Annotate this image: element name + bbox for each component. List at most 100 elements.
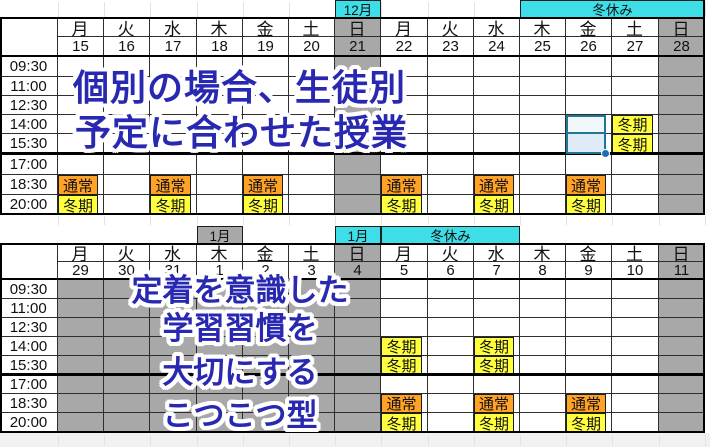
schedule-cell[interactable] [58,57,104,77]
schedule-cell[interactable] [520,154,566,175]
day-header-cell[interactable]: 木 [197,18,243,39]
schedule-cell[interactable] [659,394,705,413]
schedule-cell[interactable] [58,299,104,318]
schedule-cell[interactable] [243,299,289,318]
time-label-cell[interactable]: 12:30 [0,318,58,337]
schedule-cell[interactable] [428,394,474,413]
schedule-cell[interactable] [335,154,381,175]
day-header-cell[interactable]: 月 [58,244,104,264]
schedule-cell[interactable] [197,115,243,134]
schedule-cell[interactable] [381,77,428,96]
schedule-cell[interactable] [659,375,705,394]
schedule-cell[interactable] [381,375,428,394]
lesson-winter-cell[interactable]: 冬期 [58,195,98,215]
day-header-cell[interactable]: 月 [381,244,428,264]
schedule-cell[interactable] [612,154,659,175]
schedule-cell[interactable] [58,394,104,413]
lesson-normal-cell[interactable]: 通常 [243,175,283,195]
schedule-cell[interactable] [104,154,150,175]
schedule-cell[interactable] [659,134,705,154]
schedule-cell[interactable] [428,175,474,195]
time-label-cell[interactable]: 09:30 [0,57,58,77]
schedule-cell[interactable] [566,154,612,175]
day-header-cell[interactable]: 水 [150,18,197,39]
schedule-cell[interactable] [428,318,474,337]
schedule-cell[interactable] [150,318,197,337]
schedule-cell[interactable] [289,280,335,299]
schedule-cell[interactable] [104,175,150,195]
schedule-cell[interactable] [243,318,289,337]
day-header-cell[interactable]: 日 [659,244,705,264]
schedule-cell[interactable] [289,115,335,134]
time-label-cell[interactable]: 11:00 [0,299,58,318]
time-label-cell[interactable]: 15:30 [0,356,58,375]
day-header-cell[interactable]: 土 [289,244,335,264]
schedule-cell[interactable] [150,280,197,299]
day-header-cell[interactable]: 火 [104,244,150,264]
schedule-cell[interactable] [289,77,335,96]
schedule-cell[interactable] [520,299,566,318]
day-header-cell[interactable]: 金 [566,18,612,39]
schedule-cell[interactable] [566,96,612,115]
lesson-winter-cell[interactable]: 冬期 [566,195,606,215]
time-label-cell[interactable]: 14:00 [0,115,58,134]
schedule-cell[interactable] [474,299,520,318]
schedule-cell[interactable] [428,96,474,115]
lesson-winter-cell[interactable]: 冬期 [381,337,422,356]
schedule-cell[interactable] [104,337,150,356]
schedule-cell[interactable] [243,96,289,115]
lesson-normal-cell[interactable]: 通常 [474,394,514,413]
date-cell[interactable]: 25 [520,37,566,57]
schedule-cell[interactable] [566,318,612,337]
schedule-cell[interactable] [58,280,104,299]
schedule-cell[interactable] [428,299,474,318]
schedule-cell[interactable] [520,375,566,394]
month-label-cell[interactable]: 12月 [335,0,381,18]
schedule-cell[interactable] [659,96,705,115]
schedule-cell[interactable] [335,299,381,318]
lesson-normal-cell[interactable]: 通常 [474,175,514,195]
date-cell[interactable]: 16 [104,37,150,57]
schedule-cell[interactable] [243,57,289,77]
schedule-cell[interactable] [520,175,566,195]
date-cell[interactable]: 23 [428,37,474,57]
schedule-cell[interactable] [474,115,520,134]
date-cell[interactable]: 28 [659,37,705,57]
schedule-cell[interactable] [104,318,150,337]
schedule-cell[interactable] [474,280,520,299]
schedule-cell[interactable] [520,413,566,433]
schedule-cell[interactable] [150,154,197,175]
date-cell[interactable]: 27 [612,37,659,57]
day-header-cell[interactable]: 水 [474,18,520,39]
schedule-cell[interactable] [428,413,474,433]
schedule-cell[interactable] [197,57,243,77]
schedule-cell[interactable] [566,299,612,318]
schedule-cell[interactable] [520,195,566,215]
schedule-cell[interactable] [104,299,150,318]
schedule-cell[interactable] [612,413,659,433]
schedule-cell[interactable] [58,77,104,96]
schedule-cell[interactable] [428,134,474,154]
schedule-cell[interactable] [150,96,197,115]
schedule-cell[interactable] [612,77,659,96]
schedule-cell[interactable] [612,394,659,413]
active-cell[interactable] [566,115,606,134]
schedule-cell[interactable] [243,115,289,134]
schedule-cell[interactable] [659,115,705,134]
corner-cell[interactable] [0,18,58,57]
schedule-cell[interactable] [104,195,150,215]
schedule-cell[interactable] [520,115,566,134]
time-label-cell[interactable]: 20:00 [0,413,58,433]
schedule-cell[interactable] [474,77,520,96]
schedule-cell[interactable] [243,280,289,299]
schedule-cell[interactable] [197,337,243,356]
time-label-cell[interactable]: 14:00 [0,337,58,356]
schedule-cell[interactable] [335,115,381,134]
day-header-cell[interactable]: 金 [243,244,289,264]
lesson-winter-cell[interactable]: 冬期 [566,413,606,433]
schedule-cell[interactable] [289,195,335,215]
day-header-cell[interactable]: 日 [335,18,381,39]
time-label-cell[interactable]: 12:30 [0,96,58,115]
schedule-cell[interactable] [428,57,474,77]
lesson-winter-cell[interactable]: 冬期 [150,195,191,215]
